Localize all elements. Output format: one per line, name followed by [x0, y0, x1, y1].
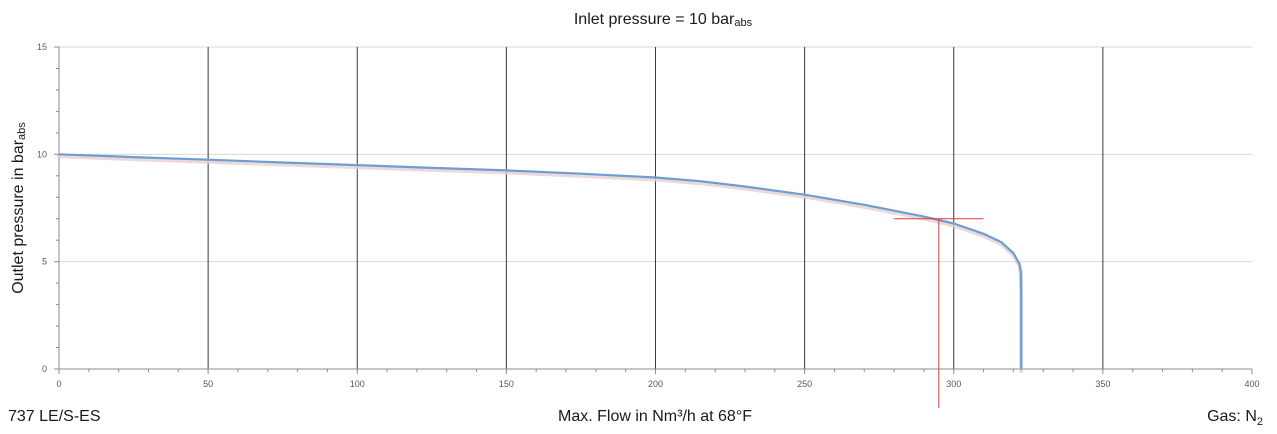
x-tick-label: 100 [350, 379, 365, 389]
grid [59, 46, 1252, 369]
operating-point-marker [894, 218, 984, 408]
y-tick-label: 5 [42, 257, 47, 267]
x-tick-label: 350 [1095, 379, 1110, 389]
x-tick-label: 300 [946, 379, 961, 389]
series-line [57, 153, 1023, 371]
x-tick-label: 400 [1244, 379, 1259, 389]
y-tick-label: 10 [37, 149, 47, 159]
model-label: 737 LE/S-ES [8, 408, 101, 425]
x-tick-label: 200 [648, 379, 663, 389]
y-axis-label: Outlet pressure in barabs [10, 122, 28, 294]
x-tick-label: 250 [797, 379, 812, 389]
axes: 0 50 100 150 200 250 300 350 400 0 5 10 15 [37, 42, 1260, 389]
gas-label: Gas: N2 [1207, 408, 1263, 428]
x-axis-label: Max. Flow in Nm³/h at 68°F [558, 408, 752, 425]
x-tick-label: 0 [56, 379, 61, 389]
chart-title: Inlet pressure = 10 barabs [574, 11, 753, 29]
labels: Inlet pressure = 10 barabs Outlet pressu… [8, 11, 1263, 428]
x-tick-label: 50 [203, 379, 213, 389]
series-layer [57, 153, 1024, 373]
y-tick-label: 0 [42, 364, 47, 374]
x-tick-label: 150 [499, 379, 514, 389]
y-tick-label: 15 [37, 42, 47, 52]
series-line-shadow [57, 154, 1024, 373]
